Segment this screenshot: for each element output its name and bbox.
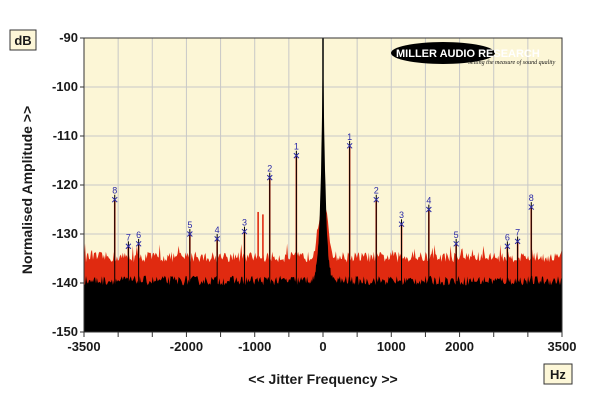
x-tick-label: 1000 [377,339,406,354]
peak-marker: 6 [135,230,142,247]
peak-marker: 5 [453,230,460,247]
peak-x-mark [266,174,273,181]
peak-marker: 3 [398,210,405,228]
peak-label: 2 [374,186,379,196]
peak-x-mark [214,236,221,242]
peak-x-mark [453,240,460,247]
peak-x-mark [111,196,118,203]
peak-marker: 6 [504,232,511,250]
peak-x-mark [346,142,353,149]
peak-marker: 5 [186,220,193,237]
peak-label: 7 [126,232,131,242]
y-tick-label: -140 [52,275,78,290]
peak-x-mark [135,240,142,247]
peak-marker: 8 [111,186,118,203]
x-tick-label: -1000 [238,339,271,354]
peak-marker: 3 [241,218,248,235]
peak-label: 3 [242,218,247,228]
x-tick-label: 2000 [445,339,474,354]
logo-main-text: MILLER AUDIO RESEARCH [396,48,540,60]
x-unit-box: Hz [543,363,573,385]
peak-label: 8 [529,193,534,203]
peak-marker: 2 [373,186,380,203]
x-axis-label: << Jitter Frequency >> [248,371,397,387]
traces [84,38,562,332]
peak-x-mark [373,196,380,203]
y-axis-label: Normalised Amplitude >> [19,106,35,274]
peak-x-mark [398,221,405,228]
y-tick-label: -110 [53,128,78,143]
y-tick-label: -130 [52,226,78,241]
peak-x-mark [504,243,511,250]
peak-label: 1 [347,132,352,142]
peak-x-mark [125,243,132,250]
peak-x-mark [425,206,432,213]
peak-label: 7 [515,227,520,237]
peak-label: 5 [187,220,192,230]
x-tick-label: 3500 [548,339,577,354]
peak-marker: 4 [214,225,221,242]
peak-marker: 8 [528,193,535,210]
logo-sub-text: Setting the measure of sound quality [468,59,556,66]
peak-label: 4 [426,196,431,206]
x-unit-label: Hz [550,367,566,382]
y-tick-label: -100 [52,79,78,94]
y-tick-label: -150 [52,324,78,339]
peak-marker: 7 [514,227,521,245]
peak-label: 1 [294,142,299,152]
peak-x-mark [186,231,193,237]
axis-ticks: -90 -100 -110 -120 -130 -140 -150-3500 -2000 -10… [52,30,576,354]
peak-x-mark [514,238,521,245]
peak-marker: 1 [293,142,300,159]
peak-marker: 2 [266,164,273,181]
peak-label: 5 [454,230,459,240]
y-tick-label: -120 [52,177,78,192]
peak-marker: 7 [125,232,132,250]
peak-label: 3 [399,210,404,220]
peak-label: 8 [112,186,117,196]
y-unit-box: dB [9,29,37,51]
peak-x-mark [293,152,300,159]
miller-audio-research-logo: MILLER AUDIO RESEARCH Setting the measur… [391,42,556,66]
peak-label: 4 [215,225,220,235]
peak-marker: 1 [346,132,353,149]
peak-marker: 4 [425,196,432,213]
peak-label: 6 [136,230,141,240]
peak-x-mark [241,228,248,235]
y-tick-label: -90 [59,30,78,45]
y-unit-label: dB [14,33,31,48]
x-tick-label: -2000 [170,339,203,354]
x-tick-label: 0 [319,339,326,354]
peak-x-mark [528,204,535,210]
peak-label: 6 [505,232,510,242]
peak-label: 2 [267,164,272,174]
x-tick-label: -3500 [67,339,100,354]
